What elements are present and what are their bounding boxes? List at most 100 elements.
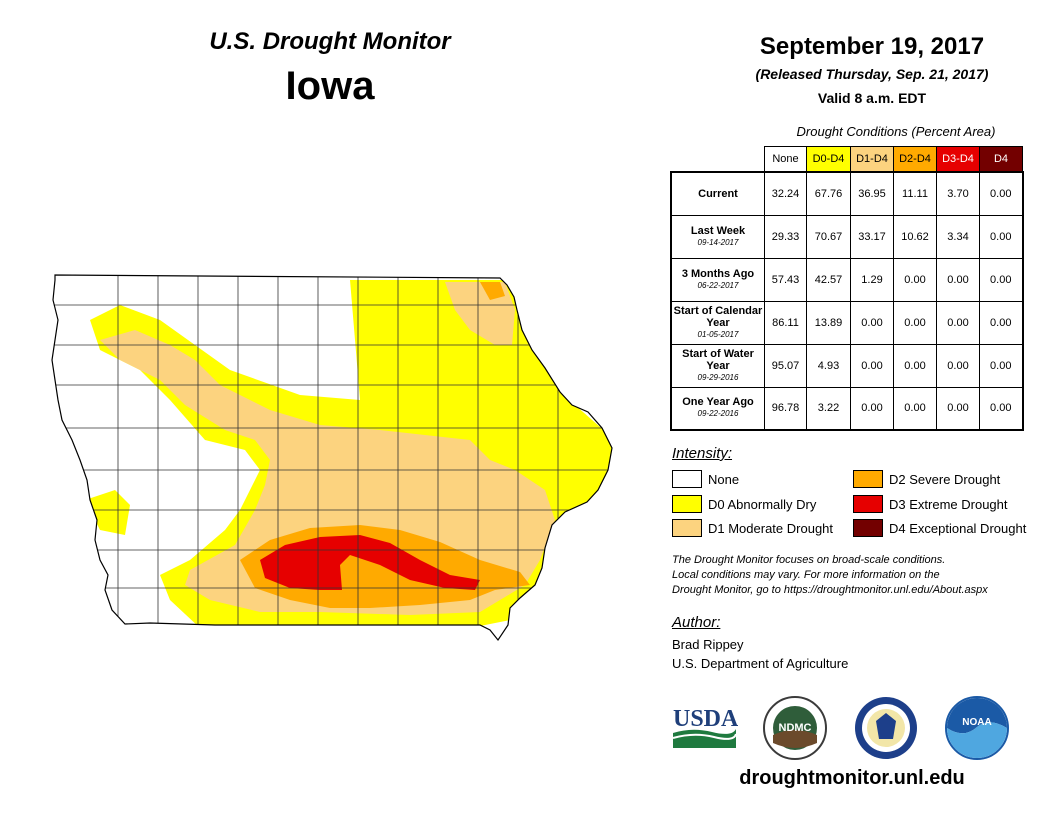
table-cell: 0.00 (979, 300, 1024, 345)
table-corner (671, 147, 765, 173)
row-label-text: Current (698, 187, 738, 200)
table-cell: 57.43 (764, 257, 807, 302)
table-cell: 0.00 (936, 257, 980, 302)
table-cell: 11.11 (893, 171, 937, 216)
iowa-drought-map (51, 274, 613, 642)
row-label-text: Last Week (690, 224, 746, 237)
row-label-text: One Year Ago (682, 396, 754, 409)
col-header-d1-d4: D1-D4 (850, 146, 894, 173)
col-header-d4: D4 (979, 146, 1023, 173)
row-label-date: 09-14-2017 (697, 237, 739, 247)
table-cell: 1.29 (850, 257, 894, 302)
intensity-title: Intensity: (672, 445, 733, 462)
table-cell: 0.00 (979, 343, 1024, 388)
table-row: Current 32.24 67.76 36.95 11.11 3.70 0.00 (670, 171, 1024, 216)
row-label-date: 09-29-2016 (697, 372, 739, 382)
state-name: Iowa (285, 64, 375, 108)
table-row: Start of Water Year 09-29-2016 95.07 4.93 0.… (670, 343, 1024, 388)
row-label: One Year Ago 09-22-2016 (670, 386, 765, 431)
table-row: One Year Ago 09-22-2016 96.78 3.22 0.00 0.00 0… (670, 386, 1024, 431)
legend-item-d4: D4 Exceptional Drought (853, 519, 1026, 537)
table-cell: 0.00 (893, 257, 937, 302)
table-cell: 0.00 (979, 214, 1024, 259)
row-label-date: 01-05-2017 (697, 329, 739, 339)
table-cell: 70.67 (806, 214, 851, 259)
row-label-date: 09-22-2016 (697, 409, 739, 419)
d3-region (260, 535, 480, 590)
noaa-logo: NOAA (945, 696, 1009, 760)
table-row: 3 Months Ago 06-22-2017 57.43 42.57 1.29 0.00… (670, 257, 1024, 302)
legend-swatch (853, 519, 883, 537)
table-cell: 33.17 (850, 214, 894, 259)
legend-swatch (853, 495, 883, 513)
legend-label: D0 Abnormally Dry (708, 496, 817, 512)
col-header-d3-d4: D3-D4 (936, 146, 980, 173)
table-cell: 36.95 (850, 171, 894, 216)
author-title: Author: (672, 614, 721, 631)
disclaimer-line: The Drought Monitor focuses on broad-sca… (672, 554, 946, 566)
disclaimer-line: Local conditions may vary. For more info… (672, 569, 940, 581)
disclaimer: The Drought Monitor focuses on broad-sca… (672, 553, 1052, 598)
table-cell: 10.62 (893, 214, 937, 259)
table-cell: 0.00 (850, 343, 894, 388)
legend-swatch (672, 470, 702, 488)
row-label: Last Week 09-14-2017 (670, 214, 765, 259)
table-cell: 0.00 (893, 343, 937, 388)
table-cell: 0.00 (936, 343, 980, 388)
table-cell: 0.00 (979, 257, 1024, 302)
commerce-seal-logo (855, 697, 917, 759)
legend-item-d2: D2 Severe Drought (853, 470, 1000, 488)
legend-label: D4 Exceptional Drought (889, 520, 1027, 536)
table-cell: 96.78 (764, 386, 807, 431)
table-cell: 3.70 (936, 171, 980, 216)
table-cell: 3.34 (936, 214, 980, 259)
d2-region-northeast (480, 282, 505, 300)
row-label-text: Start of Water Year (682, 347, 754, 372)
website-url[interactable]: droughtmonitor.unl.edu (739, 767, 965, 789)
map-date: September 19, 2017 (759, 33, 985, 60)
svg-text:NDMC: NDMC (779, 722, 812, 734)
table-row: Last Week 09-14-2017 29.33 70.67 33.17 10.62 3… (670, 214, 1024, 259)
table-cell: 0.00 (979, 171, 1024, 216)
legend-label: None (708, 471, 740, 487)
row-label: Current (670, 171, 765, 216)
table-cell: 86.11 (764, 300, 807, 345)
legend-label: D2 Severe Drought (889, 471, 1001, 487)
map-title: U.S. Drought Monitor (209, 28, 451, 55)
legend-label: D1 Moderate Drought (708, 520, 834, 536)
legend-swatch (672, 495, 702, 513)
table-header-row: None D0-D4 D1-D4 D2-D4 D3-D4 D4 (671, 146, 1023, 173)
row-label: 3 Months Ago 06-22-2017 (670, 257, 765, 302)
row-label: Start of Water Year 09-29-2016 (670, 343, 765, 388)
author-org: U.S. Department of Agriculture (672, 656, 849, 671)
ndmc-logo: NDMC (763, 696, 827, 760)
disclaimer-line: Drought Monitor, go to https://droughtmo… (672, 584, 988, 596)
legend-label: D3 Extreme Drought (889, 496, 1008, 512)
table-cell: 32.24 (764, 171, 807, 216)
legend-item-d3: D3 Extreme Drought (853, 495, 1008, 513)
author-name: Brad Rippey (672, 637, 744, 652)
valid-time: Valid 8 a.m. EDT (817, 90, 927, 106)
table-cell: 0.00 (893, 386, 937, 431)
table-cell: 13.89 (806, 300, 851, 345)
table-cell: 0.00 (936, 300, 980, 345)
legend-item-none: None (672, 470, 739, 488)
table-cell: 3.22 (806, 386, 851, 431)
legend-item-d0: D0 Abnormally Dry (672, 495, 816, 513)
table-cell: 0.00 (893, 300, 937, 345)
col-header-d0-d4: D0-D4 (806, 146, 851, 173)
d0-region-west (85, 490, 130, 535)
svg-text:NOAA: NOAA (962, 717, 991, 728)
col-header-d2-d4: D2-D4 (893, 146, 937, 173)
table-cell: 42.57 (806, 257, 851, 302)
table-cell: 0.00 (936, 386, 980, 431)
legend-item-d1: D1 Moderate Drought (672, 519, 833, 537)
col-header-none: None (764, 146, 807, 173)
table-cell: 0.00 (979, 386, 1024, 431)
table-cell: 67.76 (806, 171, 851, 216)
conditions-caption: Drought Conditions (Percent Area) (796, 124, 996, 139)
row-label: Start of Calendar Year 01-05-2017 (670, 300, 765, 345)
county-boundaries (52, 275, 612, 640)
usda-logo: USDA (672, 706, 738, 748)
table-cell: 29.33 (764, 214, 807, 259)
